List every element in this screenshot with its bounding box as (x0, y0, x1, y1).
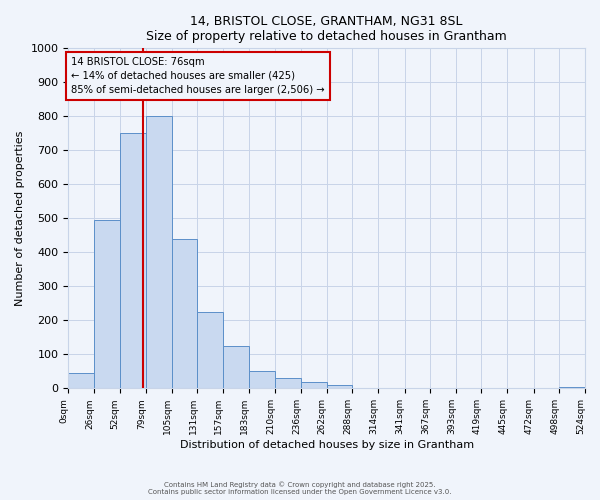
Bar (559, 386, 585, 388)
Bar (119, 134, 146, 388)
Bar (146, 116, 172, 388)
Title: 14, BRISTOL CLOSE, GRANTHAM, NG31 8SL
Size of property relative to detached hous: 14, BRISTOL CLOSE, GRANTHAM, NG31 8SL Si… (146, 15, 507, 43)
Bar (68, 373, 94, 388)
Bar (301, 382, 326, 388)
Y-axis label: Number of detached properties: Number of detached properties (15, 130, 25, 306)
Bar (223, 346, 249, 389)
Bar (197, 312, 223, 388)
Bar (172, 238, 197, 388)
X-axis label: Distribution of detached houses by size in Grantham: Distribution of detached houses by size … (179, 440, 474, 450)
Bar (249, 370, 275, 388)
Bar (275, 378, 301, 388)
Text: Contains HM Land Registry data © Crown copyright and database right 2025.
Contai: Contains HM Land Registry data © Crown c… (148, 482, 452, 495)
Text: 14 BRISTOL CLOSE: 76sqm
← 14% of detached houses are smaller (425)
85% of semi-d: 14 BRISTOL CLOSE: 76sqm ← 14% of detache… (71, 57, 325, 95)
Bar (94, 220, 119, 388)
Bar (326, 385, 352, 388)
